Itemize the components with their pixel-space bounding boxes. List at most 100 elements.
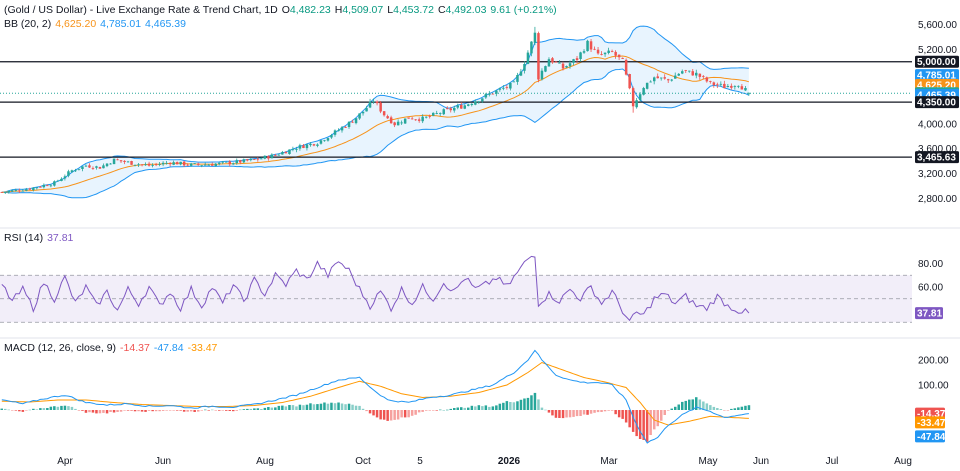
candle-body bbox=[81, 166, 84, 169]
macd-histogram-bar bbox=[723, 410, 726, 411]
candle-body bbox=[386, 116, 389, 119]
macd-histogram-bar bbox=[558, 410, 561, 418]
macd-histogram-bar bbox=[60, 405, 63, 410]
macd-histogram-bar bbox=[288, 405, 291, 410]
candle-body bbox=[379, 102, 382, 112]
macd-histogram-bar bbox=[660, 410, 663, 421]
candle-body bbox=[638, 94, 642, 101]
candle-body bbox=[46, 185, 49, 187]
candle-body bbox=[53, 181, 56, 186]
macd-histogram-bar bbox=[246, 408, 249, 410]
candle-body bbox=[716, 84, 719, 86]
candle-body bbox=[91, 168, 95, 169]
macd-histogram-bar bbox=[347, 403, 351, 410]
macd-histogram-bar bbox=[403, 410, 407, 418]
macd-histogram-bar bbox=[175, 410, 179, 411]
candle-body bbox=[677, 73, 680, 76]
macd-histogram-bar bbox=[63, 405, 67, 410]
macd-histogram-bar bbox=[677, 404, 680, 410]
candle-body bbox=[635, 100, 638, 108]
candle-body bbox=[463, 105, 466, 109]
candle-body bbox=[561, 63, 565, 69]
candle-body bbox=[168, 163, 172, 165]
time-axis-tick-label: May bbox=[699, 456, 718, 467]
macd-histogram-bar bbox=[56, 406, 60, 410]
price-axis-tick-label: 4,000.00 bbox=[918, 119, 957, 130]
rsi-pane bbox=[0, 255, 912, 323]
macd-histogram-bar bbox=[365, 410, 368, 412]
macd-axis-tick-label: 200.00 bbox=[918, 356, 949, 367]
macd-histogram-bar bbox=[523, 398, 526, 410]
candle-body bbox=[382, 111, 386, 116]
candle-body bbox=[537, 33, 540, 80]
macd-histogram-bar bbox=[98, 410, 102, 414]
macd-histogram-bar bbox=[540, 407, 544, 410]
macd-histogram-bar bbox=[744, 405, 747, 410]
time-axis-tick-label: Apr bbox=[57, 456, 73, 467]
price-axis-tick-label: 2,800.00 bbox=[918, 194, 957, 205]
macd-histogram-bar bbox=[389, 410, 393, 421]
macd-histogram-bar bbox=[624, 410, 628, 423]
macd-histogram-bar bbox=[477, 405, 481, 410]
macd-histogram-bar bbox=[484, 405, 488, 410]
bb-lower-value: 4,465.39 bbox=[145, 18, 186, 30]
macd-tag-box bbox=[915, 416, 945, 429]
grid-layer bbox=[0, 227, 960, 339]
macd-histogram-bar bbox=[603, 410, 607, 412]
macd-histogram-bar bbox=[460, 407, 463, 410]
candle-body bbox=[84, 165, 88, 167]
candle-body bbox=[77, 168, 81, 170]
candle-body bbox=[712, 82, 716, 86]
macd-histogram-bar bbox=[182, 410, 186, 412]
macd-line bbox=[1, 349, 749, 444]
bb-basis-line bbox=[1, 55, 750, 193]
macd-histogram-bar bbox=[709, 405, 712, 410]
candle-body bbox=[14, 189, 18, 191]
candle-body bbox=[396, 121, 400, 126]
candle-body bbox=[744, 88, 747, 91]
candle-body bbox=[270, 154, 274, 159]
macd-histogram-bar bbox=[400, 410, 403, 418]
candle-body bbox=[709, 81, 712, 82]
macd-line-value: -47.84 bbox=[153, 342, 184, 354]
macd-histogram-bar bbox=[263, 407, 267, 410]
macd-histogram-bar bbox=[284, 406, 288, 410]
macd-histogram-bar bbox=[309, 403, 312, 410]
candle-body bbox=[421, 116, 424, 122]
macd-histogram-bar bbox=[67, 406, 70, 410]
candle-body bbox=[586, 40, 589, 52]
candle-body bbox=[189, 163, 193, 166]
candle-body bbox=[337, 130, 340, 132]
candle-body bbox=[509, 82, 512, 89]
candle-body bbox=[186, 164, 189, 166]
macd-histogram-bar bbox=[91, 410, 95, 413]
candle-body bbox=[333, 130, 337, 135]
macd-histogram-bar bbox=[733, 408, 737, 410]
candle-body bbox=[109, 163, 112, 165]
macd-histogram-bar bbox=[70, 406, 74, 410]
candle-body bbox=[481, 98, 484, 102]
macd-histogram-bar bbox=[446, 409, 449, 411]
candle-body bbox=[460, 105, 463, 109]
candle-body bbox=[477, 101, 481, 103]
candle-body bbox=[39, 186, 42, 188]
macd-histogram-bar bbox=[442, 410, 445, 411]
candle-body bbox=[253, 159, 256, 160]
macd-histogram-bar bbox=[221, 410, 224, 411]
bb-name: BB (20, 2) bbox=[4, 18, 52, 30]
candle-body bbox=[414, 119, 417, 121]
candle-body bbox=[154, 164, 158, 166]
candle-body bbox=[365, 108, 368, 112]
macd-histogram-bar bbox=[200, 410, 203, 411]
macd-histogram-bar bbox=[575, 410, 579, 417]
macd-histogram-bar bbox=[568, 410, 572, 418]
candle-body bbox=[49, 185, 53, 187]
macd-histogram-bar bbox=[18, 410, 21, 412]
candle-body bbox=[291, 149, 295, 150]
candle-body bbox=[56, 180, 60, 182]
price-axis-tick-label: 3,600.00 bbox=[918, 144, 957, 155]
macd-histogram-bar bbox=[172, 410, 175, 411]
candle-body bbox=[540, 70, 544, 80]
candle-body bbox=[425, 116, 428, 118]
candle-body bbox=[214, 163, 217, 167]
